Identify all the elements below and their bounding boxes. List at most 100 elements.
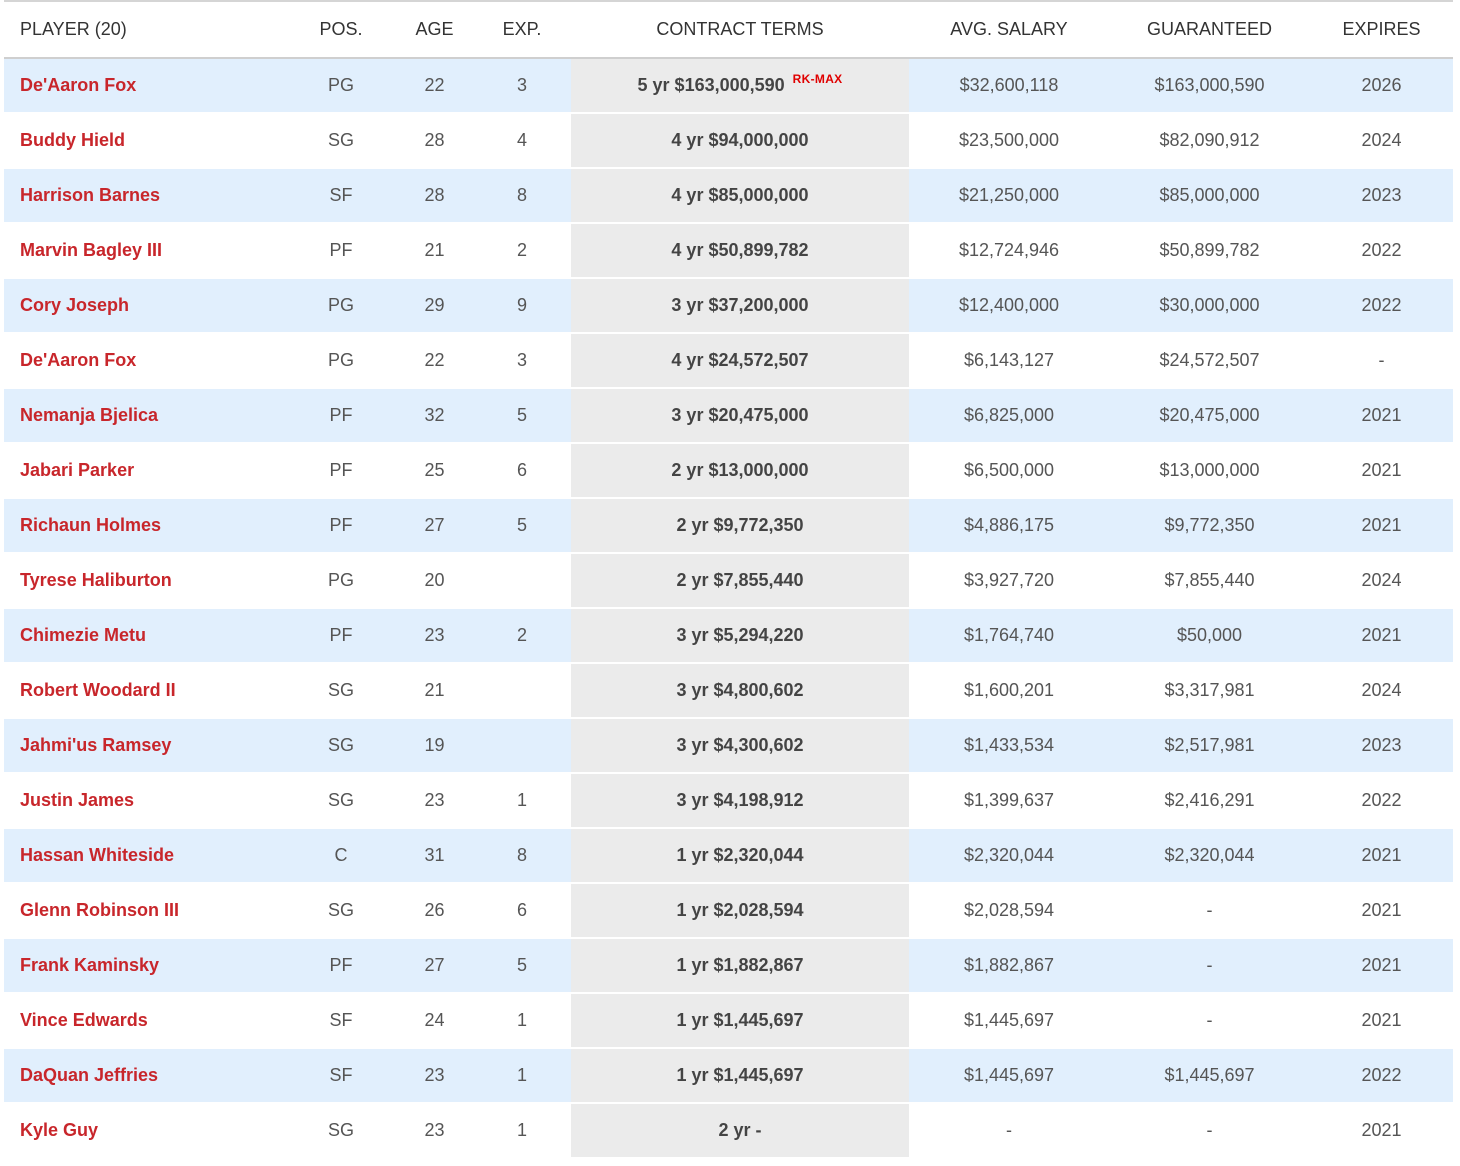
contract-terms-text: 4 yr $85,000,000 [671, 185, 809, 205]
position-cell: PF [286, 938, 396, 994]
player-name-link[interactable]: Kyle Guy [20, 1120, 99, 1140]
avg-salary-cell: $4,886,175 [909, 498, 1109, 554]
age-cell: 23 [396, 1103, 473, 1159]
expires-cell: 2021 [1310, 608, 1453, 664]
position-cell: PF [286, 498, 396, 554]
guaranteed-cell: $3,317,981 [1109, 663, 1310, 719]
avg-salary-cell: $3,927,720 [909, 553, 1109, 609]
header-player[interactable]: PLAYER (20) [4, 0, 286, 59]
player-cell: Harrison Barnes [4, 168, 286, 224]
table-row: Marvin Bagley III PF 21 2 4 yr $50,899,782 $1… [4, 223, 1453, 279]
player-cell: Tyrese Haliburton [4, 553, 286, 609]
position-cell: C [286, 828, 396, 884]
guaranteed-cell: $30,000,000 [1109, 278, 1310, 334]
avg-salary-cell: $6,825,000 [909, 388, 1109, 444]
player-name-link[interactable]: Jabari Parker [20, 460, 135, 480]
contract-terms-text: 3 yr $37,200,000 [671, 295, 809, 315]
player-cell: Nemanja Bjelica [4, 388, 286, 444]
header-avg-salary[interactable]: AVG. SALARY [909, 0, 1109, 59]
experience-cell: 3 [473, 333, 571, 389]
header-pos[interactable]: POS. [286, 0, 396, 59]
guaranteed-cell: $50,899,782 [1109, 223, 1310, 279]
table-row: Harrison Barnes SF 28 8 4 yr $85,000,000 $21,… [4, 168, 1453, 224]
guaranteed-cell: $24,572,507 [1109, 333, 1310, 389]
player-name-link[interactable]: Vince Edwards [20, 1010, 148, 1030]
contract-terms-text: 4 yr $24,572,507 [671, 350, 809, 370]
contract-terms-cell: 1 yr $1,445,697 [571, 1048, 909, 1104]
player-name-link[interactable]: De'Aaron Fox [20, 350, 137, 370]
header-expires[interactable]: EXPIRES [1310, 0, 1453, 59]
experience-cell: 2 [473, 223, 571, 279]
age-cell: 21 [396, 663, 473, 719]
player-name-link[interactable]: Marvin Bagley III [20, 240, 163, 260]
contract-terms-cell: 4 yr $94,000,000 [571, 113, 909, 169]
position-cell: SF [286, 993, 396, 1049]
age-cell: 19 [396, 718, 473, 774]
expires-cell: 2021 [1310, 443, 1453, 499]
avg-salary-cell: $1,399,637 [909, 773, 1109, 829]
player-name-link[interactable]: DaQuan Jeffries [20, 1065, 159, 1085]
age-cell: 28 [396, 113, 473, 169]
expires-cell: 2021 [1310, 828, 1453, 884]
header-age[interactable]: AGE [396, 0, 473, 59]
guaranteed-cell: $7,855,440 [1109, 553, 1310, 609]
player-name-link[interactable]: Robert Woodard II [20, 680, 176, 700]
header-contract[interactable]: CONTRACT TERMS [571, 0, 909, 59]
expires-cell: 2021 [1310, 938, 1453, 994]
experience-cell [473, 718, 571, 774]
table-row: Hassan Whiteside C 31 8 1 yr $2,320,044 $2,32… [4, 828, 1453, 884]
player-name-link[interactable]: Buddy Hield [20, 130, 126, 150]
header-guaranteed[interactable]: GUARANTEED [1109, 0, 1310, 59]
player-name-link[interactable]: Jahmi'us Ramsey [20, 735, 172, 755]
position-cell: PG [286, 333, 396, 389]
contract-terms-cell: 2 yr $9,772,350 [571, 498, 909, 554]
experience-cell: 6 [473, 883, 571, 939]
player-cell: Hassan Whiteside [4, 828, 286, 884]
guaranteed-cell: $85,000,000 [1109, 168, 1310, 224]
table-row: DaQuan Jeffries SF 23 1 1 yr $1,445,697 $1,44… [4, 1048, 1453, 1104]
expires-cell: 2023 [1310, 168, 1453, 224]
contract-terms-text: 1 yr $1,882,867 [676, 955, 804, 975]
expires-cell: 2026 [1310, 58, 1453, 114]
contracts-table: PLAYER (20) POS. AGE EXP. CONTRACT TERMS… [4, 0, 1453, 1159]
guaranteed-cell: $163,000,590 [1109, 58, 1310, 114]
player-name-link[interactable]: Frank Kaminsky [20, 955, 160, 975]
contract-terms-text: 3 yr $4,800,602 [676, 680, 804, 700]
position-cell: SF [286, 1048, 396, 1104]
expires-cell: 2022 [1310, 278, 1453, 334]
position-cell: PF [286, 608, 396, 664]
player-name-link[interactable]: Chimezie Metu [20, 625, 147, 645]
player-name-link[interactable]: Richaun Holmes [20, 515, 162, 535]
avg-salary-cell: $23,500,000 [909, 113, 1109, 169]
player-name-link[interactable]: Tyrese Haliburton [20, 570, 172, 590]
age-cell: 20 [396, 553, 473, 609]
table-header: PLAYER (20) POS. AGE EXP. CONTRACT TERMS… [4, 0, 1453, 59]
contract-terms-cell: 1 yr $2,028,594 [571, 883, 909, 939]
header-row: PLAYER (20) POS. AGE EXP. CONTRACT TERMS… [4, 0, 1453, 59]
header-exp[interactable]: EXP. [473, 0, 571, 59]
table-row: Robert Woodard II SG 21 3 yr $4,800,602 $1,6… [4, 663, 1453, 719]
expires-cell: 2024 [1310, 553, 1453, 609]
player-cell: Robert Woodard II [4, 663, 286, 719]
contract-terms-text: 1 yr $1,445,697 [676, 1010, 804, 1030]
contract-terms-text: 2 yr $13,000,000 [671, 460, 809, 480]
player-name-link[interactable]: Nemanja Bjelica [20, 405, 159, 425]
player-name-link[interactable]: Hassan Whiteside [20, 845, 175, 865]
player-name-link[interactable]: Cory Joseph [20, 295, 130, 315]
guaranteed-cell: - [1109, 1103, 1310, 1159]
guaranteed-cell: $2,517,981 [1109, 718, 1310, 774]
experience-cell [473, 663, 571, 719]
table-row: Jabari Parker PF 25 6 2 yr $13,000,000 $6,500… [4, 443, 1453, 499]
table-row: Kyle Guy SG 23 1 2 yr - - -2021 [4, 1103, 1453, 1159]
player-name-link[interactable]: Glenn Robinson III [20, 900, 179, 920]
player-name-link[interactable]: Justin James [20, 790, 135, 810]
expires-cell: 2021 [1310, 1103, 1453, 1159]
age-cell: 28 [396, 168, 473, 224]
contract-terms-cell: 2 yr $13,000,000 [571, 443, 909, 499]
player-name-link[interactable]: De'Aaron Fox [20, 75, 137, 95]
position-cell: PF [286, 443, 396, 499]
avg-salary-cell: $12,724,946 [909, 223, 1109, 279]
player-name-link[interactable]: Harrison Barnes [20, 185, 161, 205]
guaranteed-cell: $9,772,350 [1109, 498, 1310, 554]
player-cell: Marvin Bagley III [4, 223, 286, 279]
